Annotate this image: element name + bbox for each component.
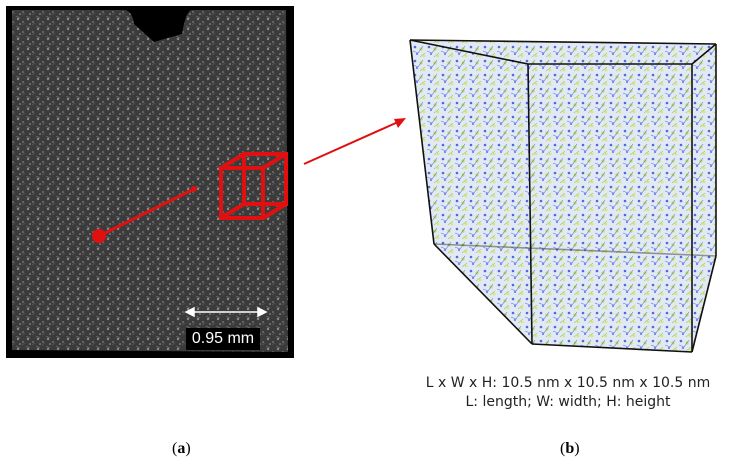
scale-bar-label: 0.95 mm xyxy=(186,328,260,350)
panel-letter-b: b xyxy=(565,440,575,457)
ct-scan-image xyxy=(6,6,294,358)
sample-cross-section xyxy=(12,10,288,352)
panel-label-b: (b) xyxy=(560,440,580,457)
panel-label-a: (a) xyxy=(172,440,191,457)
scale-bar xyxy=(184,306,268,318)
pointer-line xyxy=(98,187,195,238)
panel-letter-a: a xyxy=(177,440,186,457)
simulation-box-image xyxy=(409,39,717,353)
legend-caption: L: length; W: width; H: height xyxy=(465,394,671,410)
box-frame xyxy=(409,39,717,353)
cube-outline-icon xyxy=(219,152,288,220)
arrow-right-icon xyxy=(303,118,406,165)
dimensions-caption: L x W x H: 10.5 nm x 10.5 nm x 10.5 nm xyxy=(425,375,711,391)
